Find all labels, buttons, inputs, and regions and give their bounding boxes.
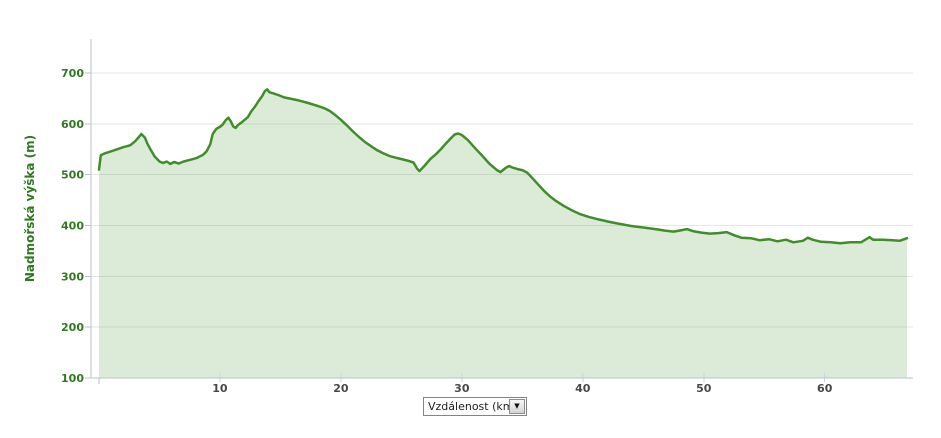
- y-axis-title: Nadmořská výška (m): [23, 134, 37, 283]
- x-tick-label: 10: [212, 382, 228, 395]
- x-tick-label: 30: [454, 382, 470, 395]
- x-tick-label: 40: [575, 382, 591, 395]
- y-tick-label: 100: [61, 372, 84, 385]
- x-tick-label: 20: [333, 382, 349, 395]
- y-tick-label: 400: [61, 220, 84, 233]
- x-tick-label: 50: [696, 382, 712, 395]
- x-axis-unit-select[interactable]: Vzdálenost (km) ▼: [423, 397, 527, 416]
- elevation-area: [99, 89, 907, 379]
- chevron-down-icon: ▼: [514, 402, 520, 410]
- y-tick-label: 700: [61, 67, 84, 80]
- y-tick-label: 200: [61, 321, 84, 334]
- x-tick-label: 60: [817, 382, 833, 395]
- y-tick-label: 600: [61, 118, 84, 131]
- select-dropdown-button[interactable]: ▼: [509, 399, 525, 414]
- y-tick-label: 500: [61, 169, 84, 182]
- elevation-line: [97, 88, 909, 245]
- x-axis-unit-value: Vzdálenost (km): [428, 400, 509, 413]
- y-tick-label: 300: [61, 270, 84, 283]
